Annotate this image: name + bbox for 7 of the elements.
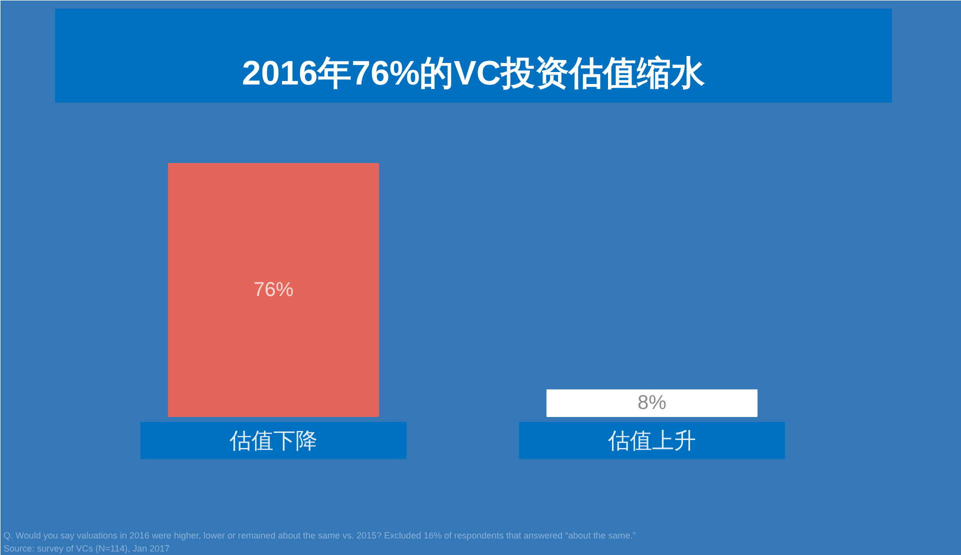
- source-note: Source: survey of VCs (N=114), Jan 2017: [4, 544, 170, 554]
- x-tick-label: 估值上升: [607, 428, 696, 453]
- data-label: 76%: [253, 279, 294, 301]
- chart-title: 2016年76%的VC投资估值缩水: [242, 54, 705, 92]
- data-label: 8%: [638, 392, 667, 414]
- text: Q. Would you say valuations in 2016 were higher, lower or remained about the same vs. 2015? Excluded 16% of respondents that answered “about the same.”: [4, 530, 636, 540]
- x-tick-label: 估值下降: [228, 428, 318, 453]
